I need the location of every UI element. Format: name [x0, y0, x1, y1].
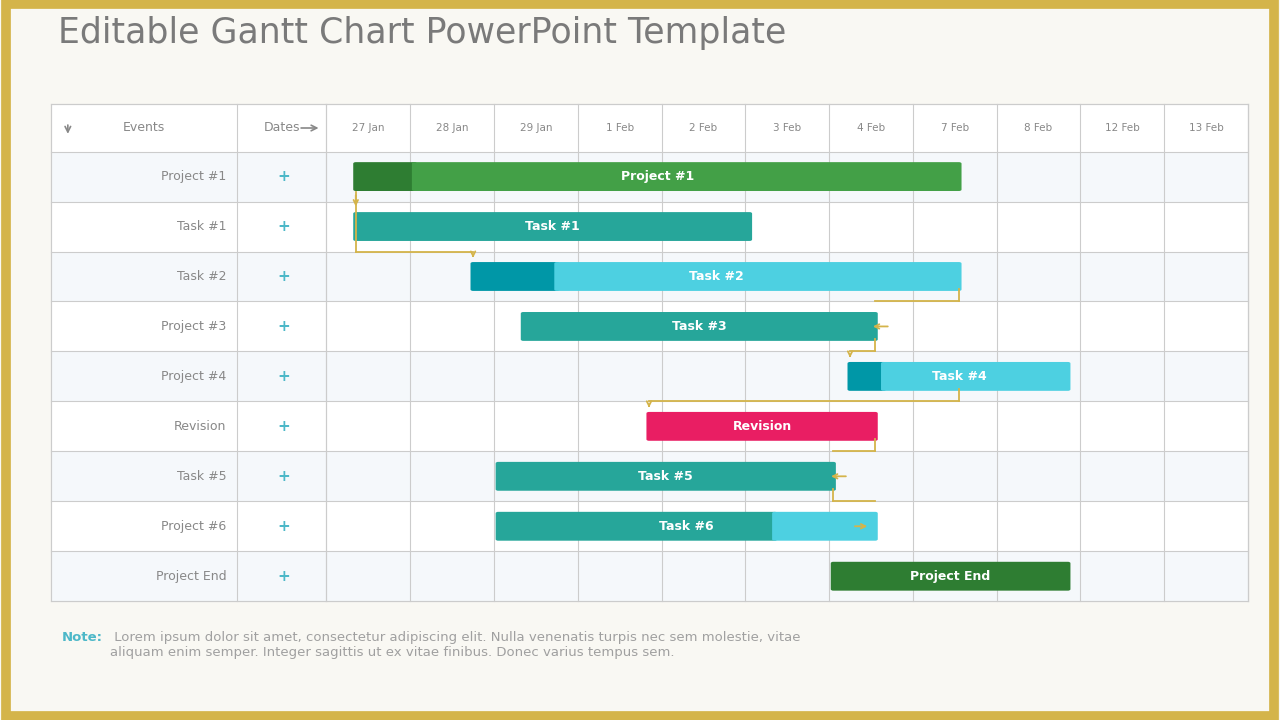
Bar — [51, 251, 1248, 302]
FancyBboxPatch shape — [471, 262, 559, 291]
Text: Task #3: Task #3 — [672, 320, 727, 333]
Text: +: + — [276, 219, 289, 234]
FancyBboxPatch shape — [495, 512, 777, 541]
Text: Project #1: Project #1 — [161, 170, 227, 183]
FancyBboxPatch shape — [353, 212, 753, 241]
Text: Project #4: Project #4 — [161, 370, 227, 383]
Bar — [51, 152, 1248, 202]
Text: Task #1: Task #1 — [177, 220, 227, 233]
Text: Task #1: Task #1 — [525, 220, 580, 233]
Text: Task #4: Task #4 — [932, 370, 987, 383]
Text: 1 Feb: 1 Feb — [605, 123, 634, 133]
Text: +: + — [276, 319, 289, 334]
Text: +: + — [276, 469, 289, 484]
Text: Task #2: Task #2 — [689, 270, 744, 283]
Text: Task #5: Task #5 — [639, 470, 694, 483]
Text: +: + — [276, 569, 289, 584]
Text: Dates: Dates — [264, 122, 300, 135]
Text: Revision: Revision — [732, 420, 792, 433]
Bar — [51, 552, 1248, 601]
Bar — [51, 501, 1248, 552]
Text: +: + — [276, 369, 289, 384]
Text: +: + — [276, 519, 289, 534]
Text: +: + — [276, 169, 289, 184]
FancyBboxPatch shape — [646, 412, 878, 441]
Text: Task #5: Task #5 — [177, 470, 227, 483]
Text: 27 Jan: 27 Jan — [352, 123, 384, 133]
Text: 3 Feb: 3 Feb — [773, 123, 801, 133]
Bar — [51, 351, 1248, 401]
Text: 13 Feb: 13 Feb — [1189, 123, 1224, 133]
Text: Task #2: Task #2 — [177, 270, 227, 283]
Text: Task #6: Task #6 — [659, 520, 714, 533]
Bar — [51, 302, 1248, 351]
Text: Lorem ipsum dolor sit amet, consectetur adipiscing elit. Nulla venenatis turpis : Lorem ipsum dolor sit amet, consectetur … — [110, 631, 800, 660]
Bar — [51, 401, 1248, 451]
Text: Revision: Revision — [174, 420, 227, 433]
FancyBboxPatch shape — [831, 562, 1070, 590]
FancyBboxPatch shape — [495, 462, 836, 491]
FancyBboxPatch shape — [772, 512, 878, 541]
Bar — [51, 451, 1248, 501]
Text: Project #3: Project #3 — [161, 320, 227, 333]
Text: +: + — [276, 269, 289, 284]
Text: 28 Jan: 28 Jan — [436, 123, 468, 133]
FancyBboxPatch shape — [353, 162, 417, 191]
FancyBboxPatch shape — [521, 312, 878, 341]
Text: 12 Feb: 12 Feb — [1105, 123, 1139, 133]
Bar — [51, 202, 1248, 251]
Text: Note:: Note: — [61, 631, 102, 644]
FancyBboxPatch shape — [847, 362, 886, 391]
Text: 7 Feb: 7 Feb — [941, 123, 969, 133]
FancyBboxPatch shape — [554, 262, 961, 291]
Text: Project End: Project End — [910, 570, 991, 582]
Text: Events: Events — [123, 122, 165, 135]
Bar — [51, 104, 1248, 601]
Text: Editable Gantt Chart PowerPoint Template: Editable Gantt Chart PowerPoint Template — [58, 17, 786, 50]
Text: +: + — [276, 419, 289, 434]
Text: Project End: Project End — [156, 570, 227, 582]
Text: 8 Feb: 8 Feb — [1024, 123, 1052, 133]
FancyBboxPatch shape — [881, 362, 1070, 391]
Text: Project #1: Project #1 — [621, 170, 694, 183]
FancyBboxPatch shape — [412, 162, 961, 191]
Text: 4 Feb: 4 Feb — [856, 123, 884, 133]
Text: 2 Feb: 2 Feb — [690, 123, 718, 133]
Text: Project #6: Project #6 — [161, 520, 227, 533]
Text: 29 Jan: 29 Jan — [520, 123, 552, 133]
